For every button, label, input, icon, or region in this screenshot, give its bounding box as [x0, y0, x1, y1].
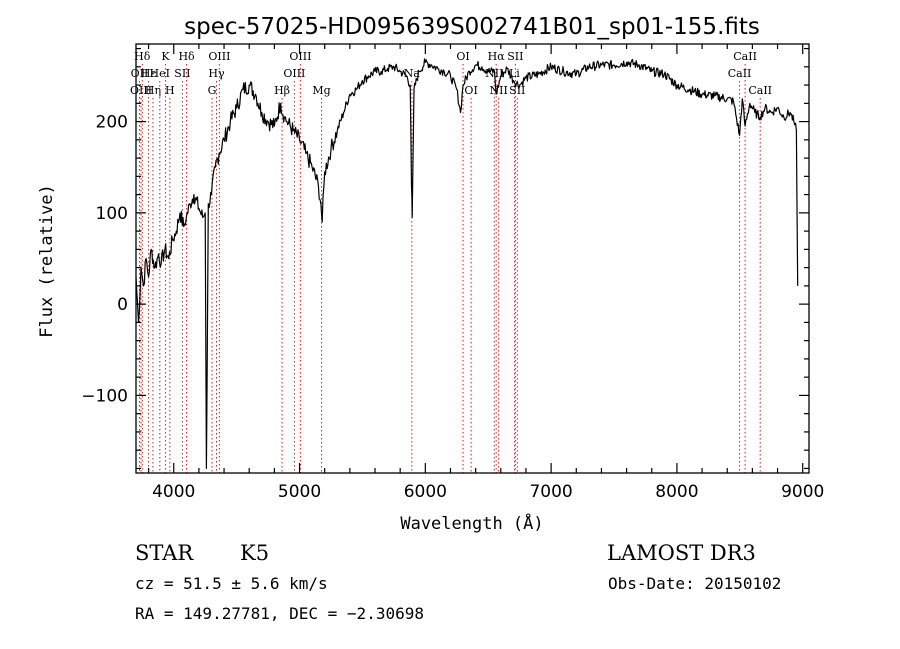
spectral-line-label: Na: [404, 67, 421, 80]
y-axis: −100 0 100 200: [81, 47, 809, 470]
spectral-line-label: H: [165, 84, 175, 97]
survey-name: LAMOST DR3: [607, 541, 756, 565]
spectral-line-label: CaII: [728, 67, 752, 80]
x-tick-label: 7000: [529, 482, 572, 502]
x-tick-label: 6000: [404, 482, 447, 502]
y-axis-label: Flux (relative): [37, 184, 57, 338]
observation-date: Obs-Date: 20150102: [608, 574, 782, 593]
spectral-line-label: Hδ: [178, 50, 195, 63]
spectral-line-label: Hγ: [208, 67, 225, 80]
spectral-line-label: OII: [131, 67, 149, 80]
flux-series-line: [135, 58, 799, 469]
spectral-line-label: Hη: [145, 84, 161, 97]
x-tick-label: 9000: [781, 482, 824, 502]
spectral-line-label: OIII: [283, 67, 305, 80]
spectrum-chart: spec-57025-HD095639S002741B01_sp01-155.f…: [37, 14, 824, 534]
spectral-line-label: CaII: [748, 84, 772, 97]
spectral-line-label: SII: [174, 67, 190, 80]
x-axis-label: Wavelength (Å): [400, 512, 543, 534]
spectral-line-label: OIII: [289, 50, 311, 63]
object-class: STAR: [135, 541, 194, 565]
spectral-line-label: G: [208, 84, 217, 97]
spectral-line-label: OIII: [208, 50, 230, 63]
y-tick-label: −100: [81, 386, 128, 406]
spectral-line-label: Hα: [488, 50, 506, 63]
object-subclass: K5: [240, 541, 270, 565]
x-tick-label: 4000: [152, 482, 195, 502]
spectral-line-label: Hβ: [274, 84, 290, 97]
x-tick-label: 5000: [278, 482, 321, 502]
y-tick-label: 200: [96, 113, 128, 133]
spectral-line-label: NII: [490, 84, 508, 97]
spectral-line-label: CaII: [733, 50, 757, 63]
spectral-line-label: OI: [456, 50, 469, 63]
spectral-line-label: OI: [464, 84, 477, 97]
spectral-line-label: Hε: [141, 67, 157, 80]
chart-title: spec-57025-HD095639S002741B01_sp01-155.f…: [184, 14, 760, 40]
spectral-line-label: SII: [507, 50, 523, 63]
plot-frame: [135, 43, 810, 474]
spectral-line-label: Li: [509, 67, 520, 80]
spectral-line-label: K: [161, 50, 170, 63]
x-tick-label: 8000: [655, 482, 698, 502]
coordinates-readout: RA = 149.27781, DEC = −2.30698: [135, 604, 424, 623]
x-axis: 4000 5000 6000 7000 8000 9000: [147, 44, 824, 502]
spectral-line-label: Mg: [312, 84, 330, 97]
redshift-readout: cz = 51.5 ± 5.6 km/s: [135, 574, 328, 593]
y-tick-label: 0: [117, 295, 128, 315]
spectral-line-label: Hδ: [134, 50, 151, 63]
y-tick-label: 100: [96, 204, 128, 224]
spectral-line-label: HeI: [150, 67, 170, 80]
spectral-line-label: SII: [509, 84, 525, 97]
